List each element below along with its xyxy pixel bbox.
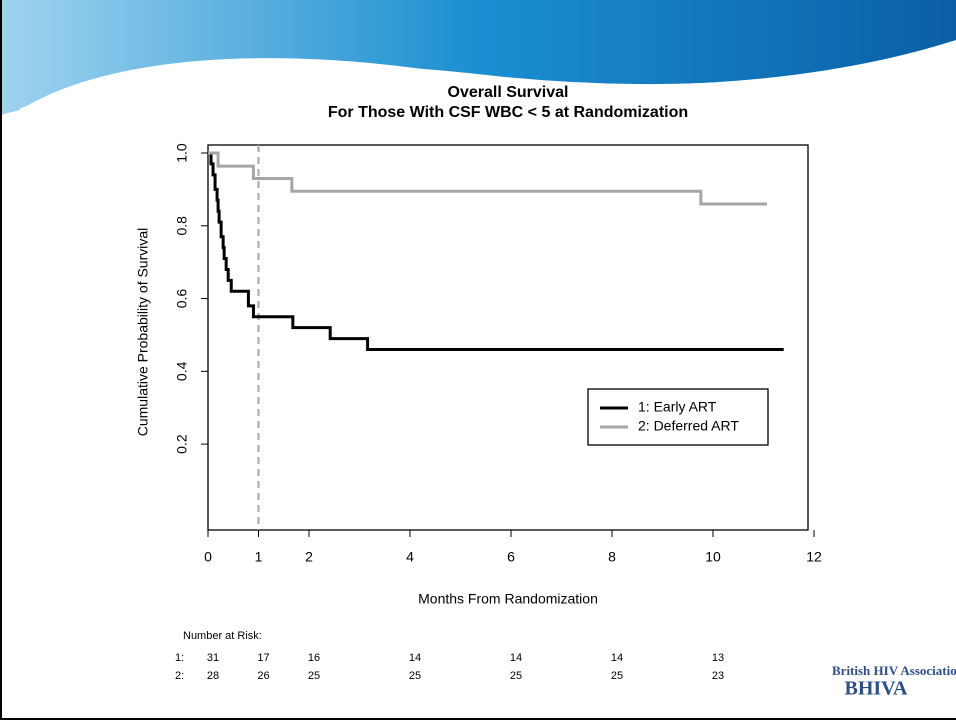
risk-value: 28 (207, 670, 219, 682)
risk-row-label: 2: (175, 670, 184, 682)
x-tick-label: 2 (305, 549, 313, 565)
logo-text: British HIV Association (832, 663, 956, 678)
risk-value: 25 (409, 670, 421, 682)
y-tick-label: 0.6 (174, 289, 190, 309)
x-tick-label: 1 (255, 549, 263, 565)
y-tick-label: 0.4 (174, 361, 190, 381)
x-tick-label: 0 (204, 549, 212, 565)
chart-title: Overall Survival (448, 84, 569, 101)
x-tick-label: 10 (705, 549, 721, 565)
slide: Overall Survival For Those With CSF WBC … (0, 0, 956, 720)
risk-value: 23 (712, 670, 724, 682)
risk-value: 14 (510, 652, 522, 664)
risk-value: 26 (257, 670, 269, 682)
x-tick-label: 8 (608, 549, 616, 565)
risk-value: 16 (308, 652, 320, 664)
risk-value: 17 (257, 652, 269, 664)
risk-value: 25 (308, 670, 320, 682)
logo-text: BHIVA (845, 678, 909, 700)
risk-value: 25 (510, 670, 522, 682)
legend-label: 1: Early ART (638, 399, 717, 415)
risk-value: 14 (611, 652, 623, 664)
risk-value: 31 (207, 652, 219, 664)
x-tick-label: 6 (507, 549, 515, 565)
y-tick-label: 0.2 (174, 434, 190, 454)
risk-value: 13 (712, 652, 724, 664)
y-tick-label: 1.0 (174, 143, 190, 163)
x-tick-label: 12 (806, 549, 822, 565)
risk-title: Number at Risk: (183, 630, 262, 642)
chart-subtitle: For Those With CSF WBC < 5 at Randomizat… (328, 104, 688, 121)
x-tick-label: 4 (406, 549, 414, 565)
y-axis-label: Cumulative Probability of Survival (135, 228, 151, 437)
risk-value: 14 (409, 652, 421, 664)
risk-value: 25 (611, 670, 623, 682)
x-axis-label: Months From Randomization (418, 591, 598, 607)
legend-label: 2: Deferred ART (638, 418, 739, 434)
risk-row-label: 1: (175, 652, 184, 664)
y-tick-label: 0.8 (174, 216, 190, 236)
